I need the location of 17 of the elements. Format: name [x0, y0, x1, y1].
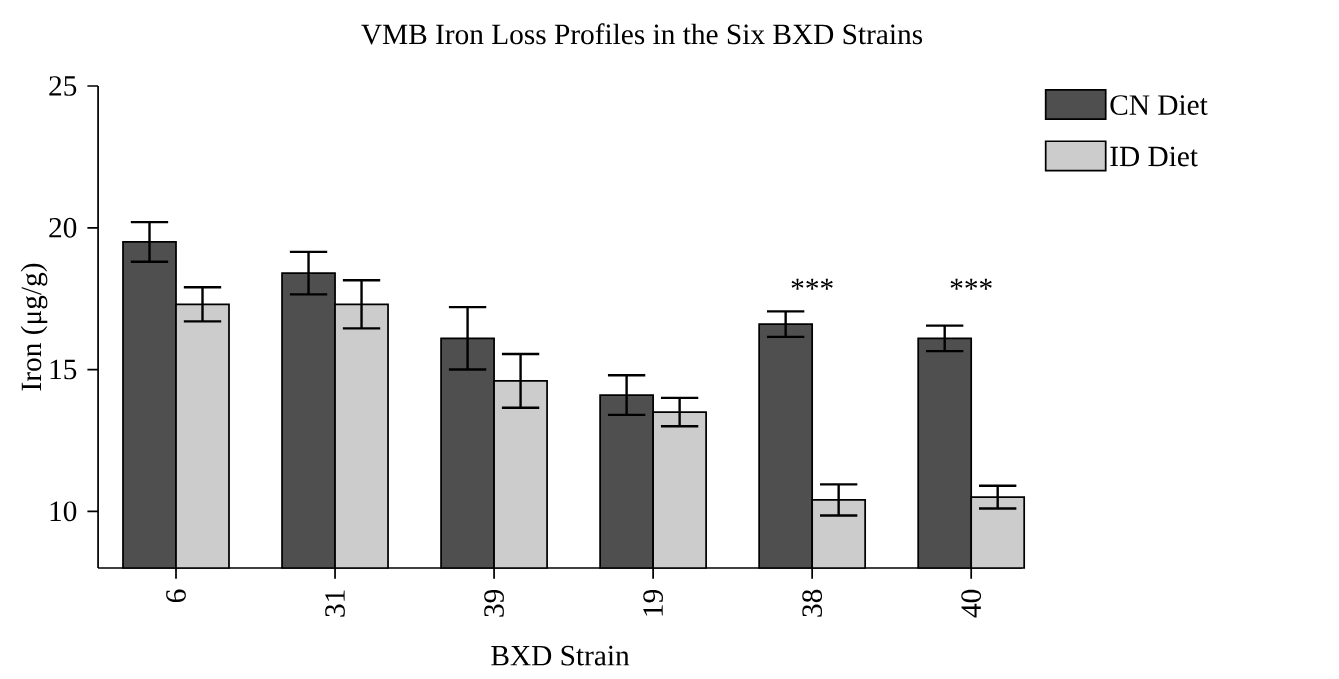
annotation: ***: [791, 278, 833, 290]
annotation: ***: [950, 278, 992, 290]
x-tick-label: 38: [802, 589, 823, 617]
x-axis-title: BXD Strain: [491, 645, 630, 666]
legend-label: ID Diet: [1110, 146, 1198, 167]
chart-title: VMB Iron Loss Profiles in the Six BXD Strains: [361, 23, 923, 45]
x-tick-label: 6: [166, 589, 186, 603]
x-tick-label: 31: [325, 590, 345, 617]
x-tick-label: 19: [643, 589, 663, 616]
legend-label: CN Diet: [1110, 95, 1208, 115]
y-tick-label: 20: [49, 217, 77, 238]
x-tick-label: 39: [484, 589, 504, 617]
y-tick-label: 10: [50, 501, 77, 522]
y-tick-label: 15: [50, 359, 77, 380]
x-tick-label: 40: [961, 589, 982, 618]
y-tick-label: 25: [49, 76, 77, 96]
y-axis-title: Iron (μg/g): [20, 263, 48, 391]
